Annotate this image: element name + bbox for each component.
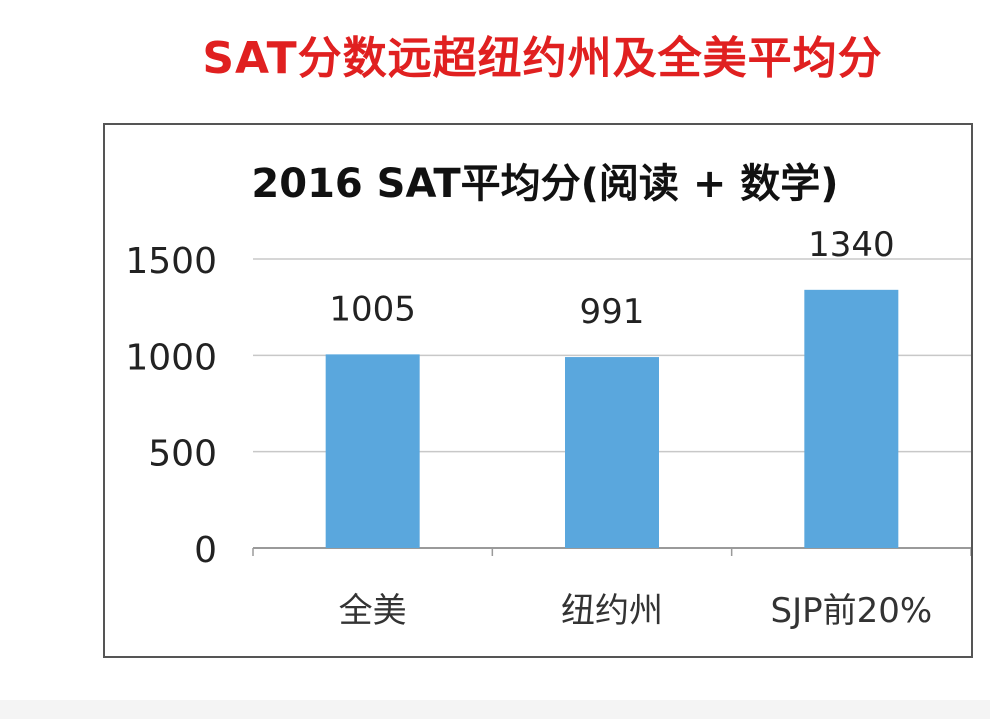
bar: [565, 357, 659, 548]
bar: [325, 354, 420, 548]
x-axis-ticks: 全美 纽约州 SJP前20%: [339, 591, 933, 631]
page-headline: SAT分数远超纽约州及全美平均分: [202, 33, 883, 84]
data-label: 1340: [808, 225, 895, 265]
y-axis-ticks: 0 500 1000 1500: [125, 241, 217, 571]
bar-chart: 2016 SAT平均分(阅读 + 数学) 0 500 1000 1500 1005 99…: [125, 161, 971, 631]
y-tick-label: 1500: [125, 241, 217, 282]
y-tick-label: 0: [194, 530, 217, 571]
bars: [325, 289, 899, 548]
bar: [804, 289, 899, 548]
data-labels: 1005 991 1340: [329, 225, 894, 332]
x-tick-label: 纽约州: [561, 591, 663, 631]
data-label: 1005: [329, 289, 416, 329]
chart-frame: 2016 SAT平均分(阅读 + 数学) 0 500 1000 1500 1005 99…: [103, 123, 973, 658]
x-tick-label: 全美: [339, 591, 407, 631]
y-tick-label: 500: [148, 434, 217, 475]
y-tick-label: 1000: [125, 337, 217, 378]
chart-title: 2016 SAT平均分(阅读 + 数学): [251, 161, 838, 207]
x-tick-label: SJP前20%: [770, 591, 932, 631]
data-label: 991: [580, 292, 645, 332]
bottom-strip: [0, 700, 990, 719]
